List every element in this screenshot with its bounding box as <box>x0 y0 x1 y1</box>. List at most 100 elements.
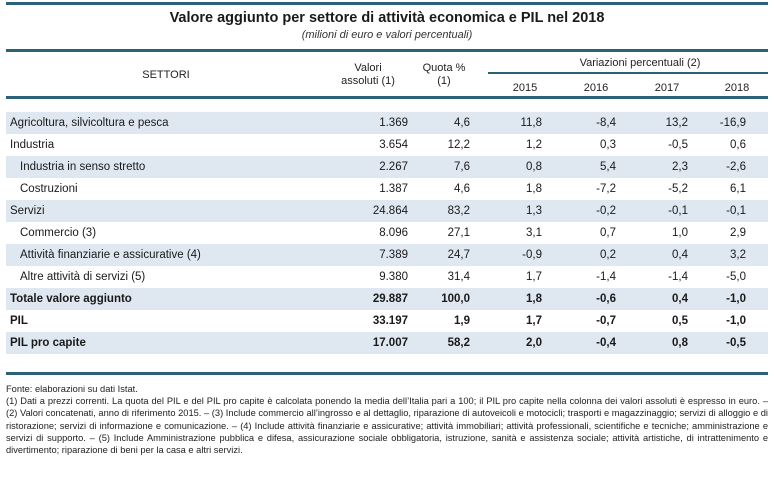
cell-quota: 83,2 <box>408 200 470 222</box>
table-row: Commercio (3) 8.096 27,1 3,1 0,7 1,0 2,9 <box>6 222 768 244</box>
cell-2015: 1,7 <box>526 271 542 283</box>
cell-2015: 1,3 <box>470 200 542 222</box>
table-row-pil: PIL 33.197 1,9 1,7 -0,7 0,5 -1,0 <box>6 310 768 332</box>
footnote-text: (1) Dati a prezzi correnti. La quota del… <box>6 396 768 456</box>
cell-2018: 0,6 <box>730 139 746 151</box>
row-label: PIL pro capite <box>6 332 318 354</box>
cell-quota: 100,0 <box>408 288 470 310</box>
header-quota-line1: Quota % <box>422 62 466 74</box>
data-table: Agricoltura, silvicoltura e pesca 1.369 … <box>6 112 768 354</box>
cell-quota: 1,9 <box>454 315 470 327</box>
table-row: Industria 3.654 12,2 1,2 0,3 -0,5 0,6 <box>6 134 768 156</box>
cell-value: 1.369 <box>318 112 408 134</box>
cell-value: 8.096 <box>379 227 408 239</box>
table-row: Altre attività di servizi (5) 9.380 31,4… <box>6 266 768 288</box>
cell-2018: 6,1 <box>730 183 746 195</box>
cell-2016: 0,3 <box>600 139 616 151</box>
cell-2016: -7,2 <box>596 183 616 195</box>
table-row: Attività finanziarie e assicurative (4) … <box>6 244 768 266</box>
cell-value: 33.197 <box>372 315 408 327</box>
header-year-2018: 2018 <box>724 82 750 94</box>
cell-2017: 13,2 <box>616 112 688 134</box>
footnotes: Fonte: elaborazioni su dati Istat. (1) D… <box>6 383 768 456</box>
row-label: Totale valore aggiunto <box>6 288 318 310</box>
cell-2016: -0,7 <box>596 315 616 327</box>
cell-value: 17.007 <box>318 332 408 354</box>
cell-2017: -0,5 <box>668 139 688 151</box>
header-year-2017: 2017 <box>654 82 680 94</box>
cell-2017: -5,2 <box>668 183 688 195</box>
cell-2018: -5,0 <box>726 271 746 283</box>
cell-2017: -0,1 <box>616 200 688 222</box>
cell-2016: -1,4 <box>596 271 616 283</box>
header-bottom-rule <box>6 96 768 99</box>
cell-2018: -1,0 <box>726 315 746 327</box>
row-label: Agricoltura, silvicoltura e pesca <box>6 112 318 134</box>
row-label: Attività finanziarie e assicurative (4) <box>6 244 318 266</box>
cell-2018: 2,9 <box>730 227 746 239</box>
table-subtitle: (milioni di euro e valori percentuali) <box>301 29 473 41</box>
row-label: Altre attività di servizi (5) <box>20 271 146 283</box>
header-sectors: SETTORI <box>142 69 190 81</box>
top-rule <box>6 2 768 5</box>
cell-value: 9.380 <box>379 271 408 283</box>
header-quota: Quota % (1) <box>414 62 474 88</box>
table-row: Industria in senso stretto 2.267 7,6 0,8… <box>6 156 768 178</box>
table-row: Costruzioni 1.387 4,6 1,8 -7,2 -5,2 6,1 <box>6 178 768 200</box>
header-quota-line2: (1) <box>437 75 451 87</box>
cell-2015: -0,9 <box>470 244 542 266</box>
cell-2017: 0,4 <box>616 288 688 310</box>
header-values-line1: Valori <box>354 62 382 74</box>
row-label: Industria <box>10 139 55 151</box>
cell-value: 3.654 <box>379 139 408 151</box>
cell-quota: 58,2 <box>408 332 470 354</box>
cell-2018: -16,9 <box>688 112 768 134</box>
cell-value: 1.387 <box>379 183 408 195</box>
cell-value: 29.887 <box>318 288 408 310</box>
cell-2018: -0,5 <box>688 332 768 354</box>
cell-2017: 0,5 <box>672 315 688 327</box>
cell-quota: 27,1 <box>447 227 470 239</box>
table-bottom-rule <box>6 372 768 375</box>
cell-2016: -0,4 <box>542 332 616 354</box>
cell-quota: 7,6 <box>408 156 470 178</box>
cell-2015: 1,8 <box>526 183 542 195</box>
cell-value: 7.389 <box>318 244 408 266</box>
header-values-line2: assoluti (1) <box>341 75 395 87</box>
cell-2016: 0,7 <box>600 227 616 239</box>
cell-quota: 31,4 <box>447 271 470 283</box>
cell-2015: 11,8 <box>470 112 542 134</box>
cell-2017: 0,8 <box>616 332 688 354</box>
table-row-pil-pro-capite: PIL pro capite 17.007 58,2 2,0 -0,4 0,8 … <box>6 332 768 354</box>
cell-2017: -1,4 <box>668 271 688 283</box>
cell-2015: 2,0 <box>470 332 542 354</box>
cell-2016: -0,2 <box>542 200 616 222</box>
cell-quota: 4,6 <box>454 183 470 195</box>
cell-2015: 1,8 <box>470 288 542 310</box>
cell-quota: 4,6 <box>408 112 470 134</box>
cell-2015: 1,2 <box>526 139 542 151</box>
cell-2018: -1,0 <box>688 288 768 310</box>
variations-subrule <box>488 72 768 74</box>
cell-2017: 0,4 <box>616 244 688 266</box>
table-row-total: Totale valore aggiunto 29.887 100,0 1,8 … <box>6 288 768 310</box>
row-label: PIL <box>10 315 28 327</box>
header-values: Valori assoluti (1) <box>328 62 408 88</box>
header-year-2015: 2015 <box>512 82 538 94</box>
row-label: Servizi <box>6 200 318 222</box>
cell-2017: 1,0 <box>672 227 688 239</box>
cell-2018: 3,2 <box>688 244 768 266</box>
cell-2016: -8,4 <box>542 112 616 134</box>
row-label: Commercio (3) <box>20 227 97 239</box>
cell-2015: 1,7 <box>526 315 542 327</box>
cell-value: 24.864 <box>318 200 408 222</box>
source-note: Fonte: elaborazioni su dati Istat. <box>6 384 138 394</box>
cell-2016: -0,6 <box>542 288 616 310</box>
cell-2015: 0,8 <box>470 156 542 178</box>
cell-2018: -2,6 <box>688 156 768 178</box>
cell-2018: -0,1 <box>688 200 768 222</box>
header-variations: Variazioni percentuali (2) <box>579 57 701 69</box>
header-year-2016: 2016 <box>583 82 609 94</box>
row-label: Industria in senso stretto <box>6 156 318 178</box>
table-row: Servizi 24.864 83,2 1,3 -0,2 -0,1 -0,1 <box>6 200 768 222</box>
